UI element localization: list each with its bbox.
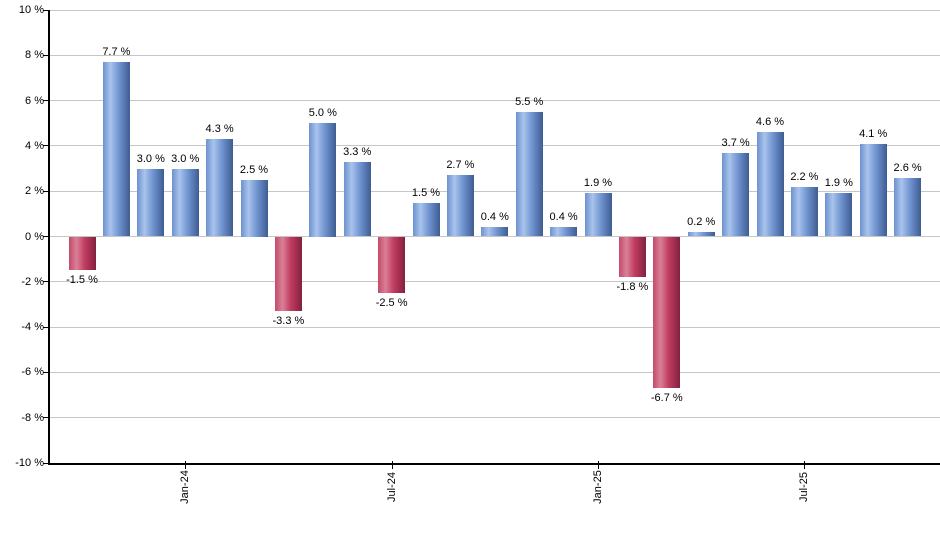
y-tick-label: -8 %: [21, 411, 44, 424]
y-grid-line: [50, 190, 940, 192]
bar-value-label: -2.5 %: [375, 297, 408, 310]
bar-value-label: -1.8 %: [616, 281, 649, 294]
y-tick-label: -10 %: [15, 457, 44, 469]
y-tick-label: 6 %: [25, 94, 44, 107]
bar-value-label: 5.5 %: [515, 95, 544, 108]
bar-value-label: 1.9 %: [583, 177, 613, 190]
bar-value-label: -6.7 %: [650, 392, 683, 405]
bar-value-label: -1.5 %: [66, 274, 98, 287]
bar-value-label: 4.6 %: [755, 116, 785, 129]
bar-negative[interactable]: [274, 236, 302, 312]
y-tick-label: -6 %: [21, 366, 44, 379]
bar-value-label: 3.0 %: [171, 152, 200, 165]
bar-value-label: 5.0 %: [308, 107, 337, 120]
bar-positive[interactable]: [206, 139, 234, 237]
bar-positive[interactable]: [343, 161, 371, 237]
y-grid-line: [50, 145, 940, 147]
bar-positive[interactable]: [171, 168, 199, 237]
y-axis-tick: [43, 190, 49, 192]
bar-positive[interactable]: [584, 193, 612, 237]
bar-positive[interactable]: [722, 152, 750, 237]
bar-positive[interactable]: [515, 111, 543, 237]
y-axis-tick: [43, 281, 49, 283]
y-grid-line: [50, 100, 940, 102]
x-axis-tick: [185, 461, 187, 469]
y-tick-label: 4 %: [25, 139, 44, 152]
bar-positive[interactable]: [309, 123, 337, 237]
x-axis-tick: [391, 461, 393, 469]
bar-negative[interactable]: [68, 236, 96, 271]
y-axis-tick: [43, 145, 49, 147]
bar-value-label: -3.3 %: [272, 315, 305, 328]
bar-value-label: 2.5 %: [239, 163, 269, 176]
y-tick-label: 10 %: [18, 4, 44, 16]
bar-value-label: 1.5 %: [411, 186, 441, 199]
bar-positive[interactable]: [687, 231, 715, 237]
y-axis-line: [48, 10, 50, 465]
bar-value-label: 1.9 %: [824, 177, 853, 190]
bar-value-label: 2.7 %: [446, 159, 475, 172]
y-grid-line: [50, 9, 940, 11]
bar-positive[interactable]: [790, 186, 818, 237]
y-axis-tick: [43, 236, 49, 237]
y-grid-line: [50, 54, 940, 56]
bar-negative[interactable]: [618, 236, 646, 278]
bar-value-label: 7.7 %: [102, 46, 131, 59]
x-tick-label: Jan-24: [179, 470, 192, 504]
bar-value-label: 2.6 %: [893, 161, 922, 174]
y-tick-label: -4 %: [21, 321, 44, 334]
x-tick-label: Jul-24: [385, 472, 398, 502]
y-tick-label: 2 %: [25, 185, 44, 198]
y-axis-tick: [43, 417, 49, 419]
bar-value-label: 0.4 %: [480, 211, 509, 224]
bar-positive[interactable]: [412, 202, 440, 237]
bar-value-label: 2.2 %: [790, 170, 819, 183]
y-tick-label: 8 %: [25, 49, 44, 62]
bar-value-label: 3.0 %: [136, 152, 165, 165]
y-grid-line: [50, 417, 940, 419]
x-tick-label: Jan-25: [592, 470, 604, 504]
bar-positive[interactable]: [137, 168, 165, 237]
y-grid-line: [50, 281, 940, 283]
y-axis-tick: [43, 9, 49, 11]
bar-value-label: 3.3 %: [343, 145, 372, 158]
x-axis-tick: [804, 461, 806, 469]
y-axis-tick: [43, 326, 49, 328]
bar-positive[interactable]: [102, 62, 130, 237]
y-tick-label: 0 %: [25, 230, 44, 243]
bar-negative[interactable]: [653, 236, 681, 389]
y-grid-line: [50, 326, 940, 328]
x-axis-line: [48, 463, 940, 465]
y-axis-tick: [43, 462, 49, 464]
bar-positive[interactable]: [859, 143, 887, 237]
bar-positive[interactable]: [446, 175, 474, 237]
bar-positive[interactable]: [894, 177, 922, 237]
bar-positive[interactable]: [481, 227, 509, 237]
bar-positive[interactable]: [825, 193, 853, 237]
bar-negative[interactable]: [378, 236, 406, 294]
y-grid-line: [50, 236, 940, 237]
bar-positive[interactable]: [550, 227, 578, 237]
bar-positive[interactable]: [240, 179, 268, 237]
x-tick-label: Jul-25: [798, 472, 811, 502]
y-axis-tick: [43, 54, 49, 56]
y-grid-line: [50, 371, 940, 373]
bar-value-label: 0.2 %: [687, 215, 716, 228]
bar-positive[interactable]: [756, 132, 784, 237]
bar-value-label: 3.7 %: [721, 136, 750, 149]
y-axis-tick: [43, 371, 49, 373]
x-axis-tick: [598, 461, 599, 469]
bar-value-label: 4.3 %: [205, 123, 234, 136]
bar-value-label: 0.4 %: [549, 211, 578, 224]
y-axis-tick: [43, 100, 49, 102]
bar-value-label: 4.1 %: [859, 127, 888, 140]
y-tick-label: -2 %: [21, 275, 44, 288]
